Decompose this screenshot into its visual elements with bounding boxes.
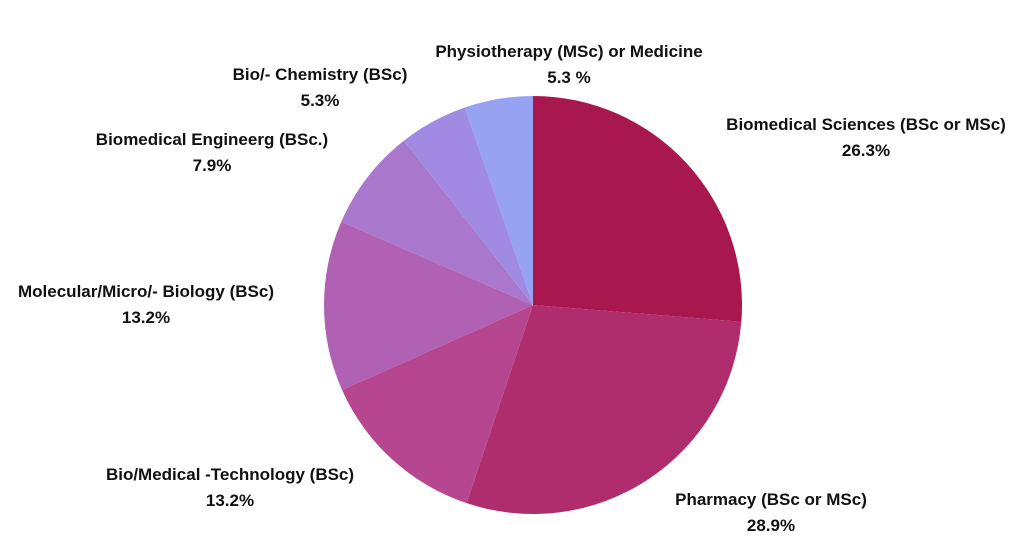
slice-label: Pharmacy (BSc or MSc)	[675, 490, 867, 509]
slice-label: Physiotherapy (MSc) or Medicine	[435, 42, 703, 61]
pie-slices	[324, 96, 742, 514]
pie-slice-bio-medical-technology	[342, 305, 533, 504]
pie-slice-molecular-micro-biology	[324, 221, 533, 391]
slice-label: Biomedical Sciences (BSc or MSc)	[726, 115, 1006, 134]
pie-slice-biomedical-engineerg	[341, 140, 533, 305]
label-bio-chemistry: Bio/- Chemistry (BSc) 5.3%	[233, 62, 408, 114]
slice-value: 28.9%	[746, 516, 796, 535]
slice-value: 13.2%	[205, 491, 255, 510]
pie-slice-pharmacy	[466, 305, 742, 514]
label-physiotherapy-medicine: Physiotherapy (MSc) or Medicine 5.3 %	[435, 39, 702, 91]
label-bio-medical-technology: Bio/Medical -Technology (BSc) 13.2%	[106, 462, 354, 514]
slice-label: Bio/Medical -Technology (BSc)	[105, 465, 355, 484]
label-biomedical-engineerg: Biomedical Engineerg (BSc.) 7.9%	[96, 127, 328, 179]
pie-slice-physiotherapy-medicine	[464, 96, 533, 305]
slice-value: 13.2%	[121, 308, 171, 327]
pie-slice-biomedical-sciences	[533, 96, 742, 322]
label-biomedical-sciences: Biomedical Sciences (BSc or MSc) 26.3%	[726, 112, 1006, 164]
label-pharmacy: Pharmacy (BSc or MSc) 28.9%	[675, 487, 867, 539]
slice-value: 5.3%	[300, 91, 340, 110]
label-molecular-micro-biology: Molecular/Micro/- Biology (BSc) 13.2%	[18, 279, 274, 331]
slice-label: Bio/- Chemistry (BSc)	[232, 65, 408, 84]
slice-value: 7.9%	[192, 156, 232, 175]
slice-label: Biomedical Engineerg (BSc.)	[95, 130, 329, 149]
slice-value: 26.3%	[841, 141, 891, 160]
pie-slice-bio-chemistry	[403, 107, 533, 306]
slice-label: Molecular/Micro/- Biology (BSc)	[18, 282, 274, 301]
slice-value: 5.3 %	[547, 68, 591, 87]
